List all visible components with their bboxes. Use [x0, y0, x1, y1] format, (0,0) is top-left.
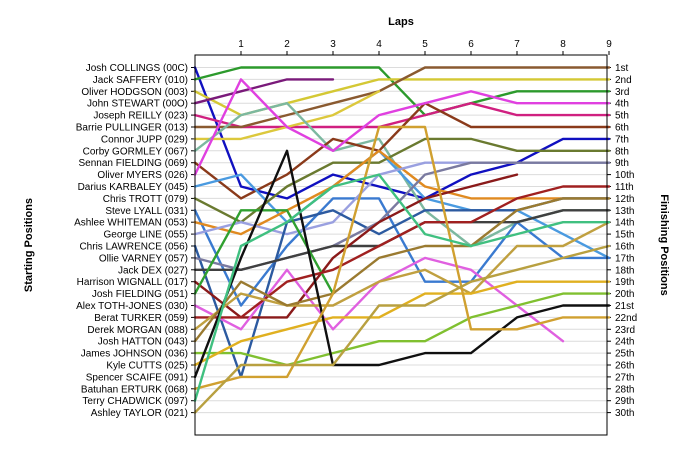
finishing-position-label: 26th: [615, 361, 634, 372]
starting-position-labels: Josh COLLINGS (00C)Jack SAFFERY (010)Oli…: [74, 63, 195, 419]
series-line: [193, 78, 335, 105]
series-line: [193, 66, 611, 117]
series-line: [193, 161, 611, 271]
x-tick-label: 1: [238, 39, 244, 50]
finishing-position-label: 14th: [615, 218, 634, 229]
finishing-position-label: 25th: [615, 349, 634, 360]
finishing-position-label: 5th: [615, 111, 629, 122]
starting-position-label: Batuhan ERTURK (068): [81, 384, 188, 395]
x-tick-label: 5: [422, 39, 428, 50]
starting-position-label: Steve LYALL (031): [105, 206, 188, 217]
series-line: [193, 125, 611, 390]
starting-position-label: John STEWART (00O): [87, 99, 188, 110]
finishing-position-label: 19th: [615, 277, 634, 288]
finishing-position-label: 10th: [615, 170, 634, 181]
starting-position-label: Joseph REILLY (023): [93, 111, 188, 122]
starting-position-label: Connor JUPP (029): [101, 134, 188, 145]
finishing-position-label: 13th: [615, 206, 634, 217]
x-tick-label: 7: [514, 39, 520, 50]
series-lines: [193, 66, 611, 414]
starting-position-label: Darius KARBALEY (045): [78, 182, 188, 193]
finishing-position-label: 6th: [615, 123, 629, 134]
series-line: [193, 66, 611, 129]
finishing-position-label: 3rd: [615, 87, 629, 98]
series-line: [193, 209, 335, 295]
finishing-position-label: 28th: [615, 384, 634, 395]
starting-position-label: Terry CHADWICK (097): [82, 396, 188, 407]
finishing-position-labels: 1st2nd3rd4th5th6th7th8th9th10th11th12th1…: [607, 63, 637, 419]
series-line: [193, 220, 611, 331]
x-tick-label: 9: [606, 39, 612, 50]
finishing-position-label: 2nd: [615, 75, 632, 86]
finishing-position-label: 7th: [615, 134, 629, 145]
x-tick-label: 8: [560, 39, 566, 50]
starting-position-label: George LINE (055): [104, 230, 189, 241]
starting-position-label: Barrie PULLINGER (013): [76, 123, 188, 134]
finishing-position-label: 16th: [615, 242, 634, 253]
y-axis-title-right: Finishing Positions: [658, 194, 670, 295]
series-line: [193, 173, 519, 319]
starting-position-label: Chris TROTT (079): [103, 194, 188, 205]
finishing-position-label: 22nd: [615, 313, 637, 324]
starting-position-label: Ashley TAYLOR (021): [91, 408, 188, 419]
starting-position-label: Derek MORGAN (088): [87, 325, 188, 336]
finishing-position-label: 4th: [615, 99, 629, 110]
series-line: [193, 173, 611, 402]
finishing-position-label: 9th: [615, 158, 629, 169]
starting-position-label: Jack DEX (027): [118, 265, 188, 276]
x-tick-label: 4: [376, 39, 382, 50]
starting-position-label: Berat TURKER (059): [94, 313, 188, 324]
finishing-position-label: 17th: [615, 253, 634, 264]
finishing-position-label: 27th: [615, 372, 634, 383]
x-tick-label: 3: [330, 39, 336, 50]
finishing-position-label: 29th: [615, 396, 634, 407]
plot-frame: [194, 54, 608, 436]
finishing-position-label: 12th: [615, 194, 634, 205]
finishing-position-label: 20th: [615, 289, 634, 300]
finishing-position-label: 8th: [615, 146, 629, 157]
finishing-position-label: 18th: [615, 265, 634, 276]
starting-position-label: Chris LAWRENCE (056): [79, 242, 188, 253]
starting-position-label: Ollie VARNEY (057): [99, 253, 188, 264]
starting-position-label: Alex TOTH-JONES (030): [76, 301, 188, 312]
x-axis-title: Laps: [388, 16, 414, 28]
starting-position-label: Jack SAFFERY (010): [93, 75, 188, 86]
series-line: [193, 101, 611, 129]
series-line: [193, 292, 611, 367]
finishing-position-label: 24th: [615, 337, 634, 348]
finishing-position-label: 21st: [615, 301, 634, 312]
series-line: [193, 149, 611, 260]
series-line: [193, 78, 611, 176]
starting-position-label: Josh COLLINGS (00C): [86, 63, 188, 74]
starting-position-label: Josh FIELDING (051): [92, 289, 188, 300]
starting-position-label: Oliver MYERS (026): [97, 170, 188, 181]
x-tick-label: 6: [468, 39, 474, 50]
x-tick-labels: 1 2 3 4 5 6 7 8 9: [238, 39, 612, 55]
starting-position-label: Ashlee WHITEMAN (053): [74, 218, 188, 229]
finishing-position-label: 11th: [615, 182, 634, 193]
finishing-position-label: 23rd: [615, 325, 635, 336]
starting-position-label: James JOHNSON (036): [81, 349, 188, 360]
starting-position-label: Sennan FIELDING (069): [79, 158, 189, 169]
finishing-position-label: 1st: [615, 63, 629, 74]
finishing-position-label: 15th: [615, 230, 634, 241]
finishing-position-label: 30th: [615, 408, 634, 419]
starting-position-label: Corby GORMLEY (067): [83, 146, 188, 157]
starting-position-label: Spencer SCAIFE (091): [86, 372, 188, 383]
series-line: [193, 197, 611, 343]
y-axis-title-left: Starting Positions: [23, 198, 35, 292]
starting-position-label: Oliver HODGSON (003): [81, 87, 188, 98]
starting-position-label: Josh HATTON (043): [98, 337, 188, 348]
series-line: [193, 149, 611, 379]
x-tick-label: 2: [284, 39, 290, 50]
series-line: [193, 244, 611, 414]
starting-position-label: Kyle CUTTS (025): [106, 361, 188, 372]
series-line: [193, 197, 611, 307]
starting-position-label: Harrison WIGNALL (017): [77, 277, 188, 288]
